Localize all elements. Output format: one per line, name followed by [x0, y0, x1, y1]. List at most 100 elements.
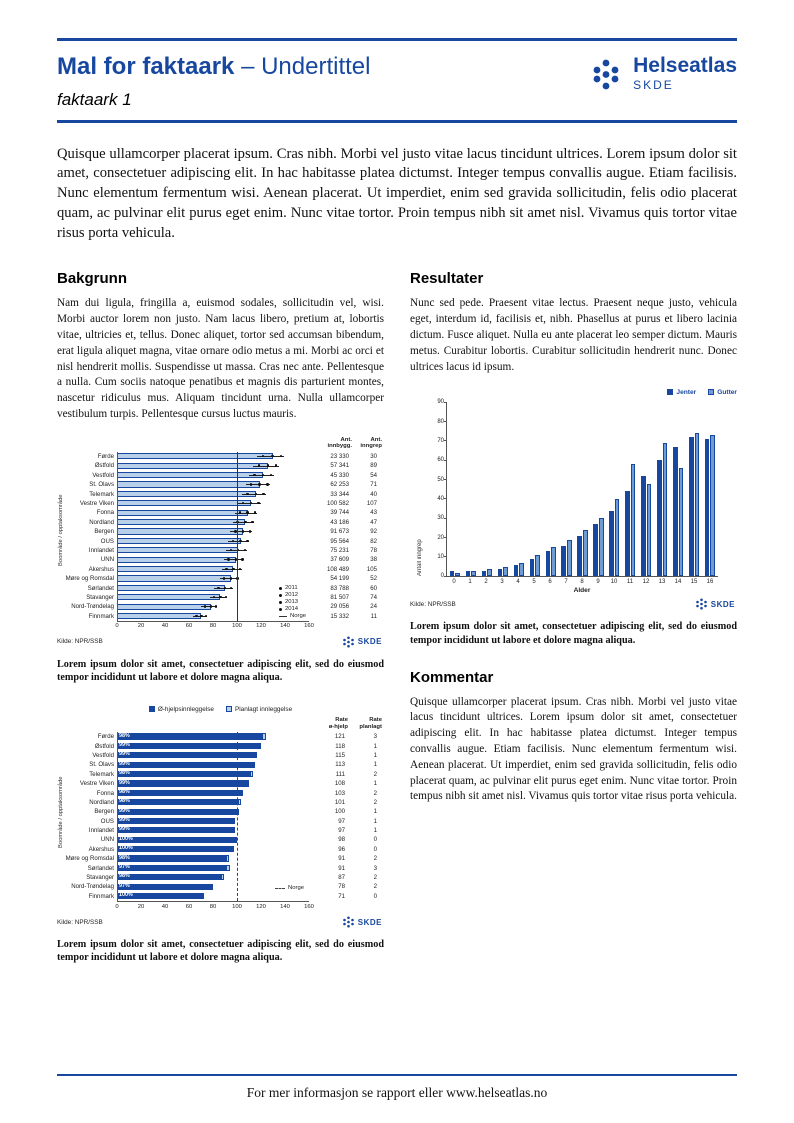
ohjelp-bar — [117, 799, 239, 806]
area-label: Sørlandet — [87, 864, 114, 872]
innbyggere-value: 43 186 — [330, 518, 349, 526]
gutter-bar — [471, 570, 476, 577]
year-marker — [241, 558, 244, 561]
percent-label: 98% — [119, 873, 130, 880]
area-label: Innlandet — [88, 546, 114, 554]
rate-ohjelp-value: 87 — [338, 874, 345, 882]
year-range-line — [253, 465, 279, 467]
year-marker — [248, 530, 252, 533]
gutter-bar — [678, 468, 684, 577]
rate-planlagt-value: 2 — [373, 855, 377, 863]
area-label: Nord-Trøndelag — [71, 883, 114, 891]
area-label: Finnmark — [88, 892, 114, 900]
area-label: Vestre Viken — [79, 780, 114, 788]
x-tick-label: 11 — [626, 579, 634, 586]
bar-row: Vestre Viken 99% 108 1 — [57, 779, 384, 788]
doc-label: faktaark 1 — [57, 90, 132, 109]
rate-ohjelp-value: 78 — [338, 883, 345, 891]
year-marker — [232, 567, 235, 571]
year-marker — [195, 614, 198, 618]
right-column: Resultater Nunc sed pede. Praesent vitae… — [410, 270, 737, 986]
bar-row: Sørlandet 97% 91 3 — [57, 863, 384, 872]
series-legend: Jenter Gutter — [410, 389, 737, 396]
x-tick-label: 8 — [580, 579, 584, 586]
year-marker — [271, 455, 274, 458]
year-marker — [258, 483, 261, 486]
year-marker — [249, 483, 253, 486]
bar-groups — [447, 402, 718, 577]
inngrep-value: 52 — [370, 575, 377, 583]
innbyggere-value: 39 744 — [330, 509, 349, 517]
rate-bar — [117, 537, 241, 544]
inngrep-value: 78 — [370, 546, 377, 554]
year-marker — [241, 530, 245, 533]
rate-bar — [117, 612, 201, 620]
year-marker — [204, 605, 207, 608]
stack-legend: Ø-hjelpsinnleggelse Planlagt innleggelse — [57, 706, 384, 713]
planlagt-bar — [234, 836, 237, 843]
inngrep-value: 47 — [370, 518, 377, 526]
ohjelp-bar — [117, 808, 237, 815]
area-label: Vestre Viken — [79, 500, 114, 508]
x-tick-label: 1 — [468, 579, 472, 586]
skde-logo: SKDE — [695, 598, 735, 610]
norge-reference-line — [237, 731, 239, 902]
year-range-line — [237, 503, 261, 504]
bar-row: Østfold 99% 118 1 — [57, 741, 384, 750]
rate-planlagt-value: 3 — [373, 864, 377, 872]
year-marker — [238, 511, 242, 514]
x-tick-label: 9 — [596, 579, 600, 586]
innbyggere-value: 23 330 — [330, 453, 349, 461]
year-marker — [223, 586, 227, 589]
bar-row: Stavanger 98% 87 2 — [57, 873, 384, 882]
year-marker — [229, 577, 233, 580]
bar-row: OUS 95 564 82 — [57, 536, 384, 545]
rate-bar — [117, 462, 269, 469]
bar-row: Vestre Viken 100 582 107 — [57, 499, 384, 508]
year-range-line — [234, 512, 257, 514]
innbyggere-value: 54 199 — [330, 575, 349, 583]
year-range-line — [214, 587, 233, 589]
bar-row: Førde 23 330 30 — [57, 452, 384, 461]
rate-ohjelp-value: 96 — [338, 845, 345, 853]
rate-planlagt-value: 3 — [373, 733, 377, 741]
year-marker — [200, 614, 203, 618]
area-label: Førde — [97, 733, 114, 741]
rate-bar — [117, 594, 221, 601]
percent-label: 98% — [119, 854, 130, 861]
rate-ohjelp-value: 97 — [338, 817, 345, 825]
rate-bar — [117, 528, 243, 535]
inngrep-value: 54 — [370, 471, 377, 479]
jenter-bar — [545, 551, 551, 577]
ohjelp-bar — [117, 836, 235, 843]
legend-marker — [278, 586, 282, 590]
legend-swatch-jenter — [667, 389, 674, 396]
chart-emergency-vs-planned: Ø-hjelpsinnleggelse Planlagt innleggelse… — [57, 706, 384, 928]
chart1-caption: Lorem ipsum dolor sit amet, consectetuer… — [57, 658, 384, 683]
jenter-bar — [513, 564, 519, 577]
area-label: Stavanger — [86, 593, 114, 601]
rate-ohjelp-value: 113 — [335, 761, 345, 769]
year-range-line — [192, 615, 207, 617]
x-tick-label: 10 — [610, 579, 618, 586]
chart-operations-by-age: Jenter Gutter Antall inngrep 0 10 20 30 40 50 60… — [410, 389, 737, 610]
gutter-bar — [662, 443, 668, 577]
jenter-bar — [704, 439, 710, 577]
year-range-line — [209, 597, 228, 598]
x-tick-label: 5 — [532, 579, 536, 586]
bar-row: St. Olavs 62 253 71 — [57, 480, 384, 489]
x-tick-label: 0 — [115, 623, 119, 630]
percent-label: 100% — [119, 892, 133, 899]
area-label: St. Olavs — [89, 761, 114, 769]
bar-row: Møre og Romsdal 54 199 52 — [57, 574, 384, 583]
planlagt-bar — [210, 883, 213, 890]
year-marker — [269, 473, 273, 477]
rate-ohjelp-value: 121 — [334, 733, 345, 741]
jenter-bar — [529, 559, 535, 577]
bar-row: Stavanger 81 507 74 — [57, 593, 384, 602]
area-label: Telemark — [89, 770, 114, 778]
bar-row: Bergen 99% 100 1 — [57, 807, 384, 816]
ohjelp-bar — [117, 893, 203, 900]
x-tick-label: 6 — [548, 579, 552, 586]
inngrep-value: 30 — [370, 453, 377, 461]
